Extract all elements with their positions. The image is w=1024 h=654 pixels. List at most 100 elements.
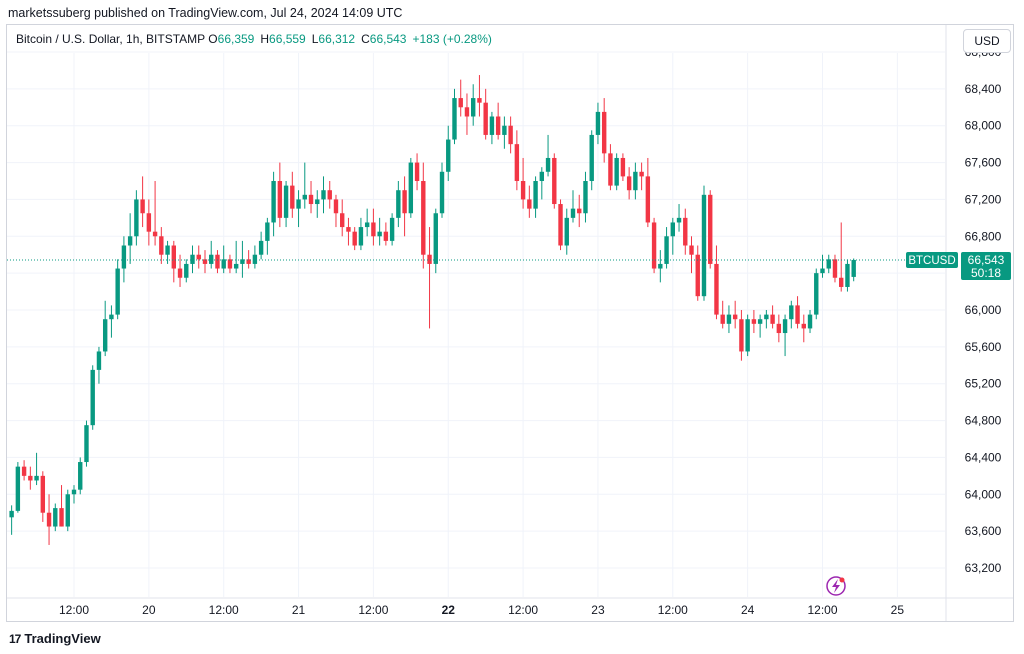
candle-body — [477, 98, 482, 103]
notification-dot-icon — [839, 577, 845, 583]
candle-body — [252, 254, 258, 264]
symbol-label: BTCUSD — [908, 255, 955, 267]
y-tick-label: 68,000 — [965, 119, 1002, 133]
candle-body — [689, 245, 694, 255]
candle-body — [776, 323, 782, 334]
candle-body — [701, 194, 707, 297]
candle-body — [402, 190, 407, 214]
candle-body — [626, 176, 632, 191]
candle-body — [340, 213, 345, 228]
candle-body — [483, 102, 488, 135]
candle-body — [377, 231, 382, 237]
candle-body — [233, 263, 239, 269]
candle-body — [165, 245, 170, 255]
candle-body — [633, 171, 638, 191]
last-price-badge — [961, 251, 1011, 280]
y-tick-label: 66,000 — [965, 303, 1002, 317]
open-value: 66,359 — [217, 32, 255, 46]
high-label: H — [260, 32, 270, 46]
candle-body — [751, 319, 757, 324]
candle-body — [352, 231, 357, 246]
candle-body — [720, 314, 725, 324]
candle-body — [807, 314, 813, 329]
candle-body — [396, 190, 401, 218]
candle-body — [389, 217, 395, 241]
candle-body — [832, 259, 838, 278]
candle-body — [302, 194, 307, 200]
candle-body — [246, 259, 251, 264]
last-price-value: 66,543 — [968, 253, 1005, 267]
candle-body — [308, 194, 314, 205]
candle-body — [745, 319, 750, 352]
candle-body — [552, 157, 557, 205]
high-value: 66,559 — [269, 32, 306, 46]
footer-brand: 17 TradingView — [9, 631, 101, 646]
close-label: C — [361, 32, 370, 46]
candle-body — [514, 144, 520, 181]
candle-body — [265, 222, 270, 241]
candle-body — [9, 510, 14, 518]
candle-body — [190, 254, 195, 264]
candle-body — [558, 204, 563, 246]
candle-body — [277, 181, 283, 218]
candle-body — [121, 245, 127, 269]
candle-body — [595, 111, 601, 135]
candle-body — [171, 245, 176, 269]
candle-body — [221, 259, 226, 269]
candle-body — [40, 475, 46, 513]
candle-body — [520, 181, 526, 200]
candle-body — [146, 213, 152, 232]
x-tick-label: 24 — [741, 603, 755, 617]
candle-body — [664, 236, 669, 264]
y-tick-label: 68,400 — [965, 82, 1002, 96]
candle-body — [21, 466, 27, 476]
candle-body — [570, 208, 576, 218]
candle-body — [539, 171, 545, 181]
candle-body — [820, 268, 825, 274]
candle-body — [732, 314, 738, 320]
candle-body — [782, 319, 788, 334]
candle-body — [227, 259, 233, 269]
candle-body — [65, 494, 70, 527]
candle-body — [96, 351, 102, 370]
candle-body — [28, 475, 33, 481]
candle-body — [708, 194, 713, 264]
candle-body — [533, 181, 538, 209]
candle-body — [564, 217, 569, 246]
candle-body — [421, 181, 426, 255]
candle-body — [764, 314, 769, 320]
candle-body — [645, 176, 651, 223]
candle-body — [140, 199, 145, 214]
candle-body — [134, 199, 139, 237]
candle-body — [346, 227, 351, 232]
candle-body — [78, 462, 83, 490]
open-label: O — [208, 32, 218, 46]
candle-body — [464, 107, 470, 117]
x-tick-label: 25 — [891, 603, 905, 617]
candle-body — [46, 512, 52, 527]
candle-body — [446, 139, 451, 172]
low-label: L — [311, 32, 319, 46]
candle-body — [327, 190, 332, 200]
currency-button[interactable]: USD — [963, 29, 1011, 53]
candle-body — [714, 263, 719, 315]
candle-body — [676, 217, 682, 223]
candle-body — [84, 425, 89, 463]
candle-body — [814, 273, 819, 315]
tradingview-logo-icon: 17 — [9, 631, 21, 646]
candle-body — [184, 263, 189, 278]
y-tick-label: 66,800 — [965, 229, 1002, 243]
candle-body — [845, 263, 850, 287]
candle-body — [59, 508, 64, 527]
candle-body — [414, 162, 420, 181]
candle-body — [670, 222, 675, 237]
candle-body — [115, 268, 120, 315]
candle-body — [801, 323, 806, 329]
candle-body — [789, 305, 794, 320]
candle-body — [757, 319, 763, 324]
candle-body — [495, 116, 501, 135]
candle-body — [315, 199, 320, 205]
y-tick-label: 63,600 — [965, 524, 1002, 538]
symbol-name: Bitcoin / U.S. Dollar, 1h, BITSTAMP — [16, 32, 205, 46]
